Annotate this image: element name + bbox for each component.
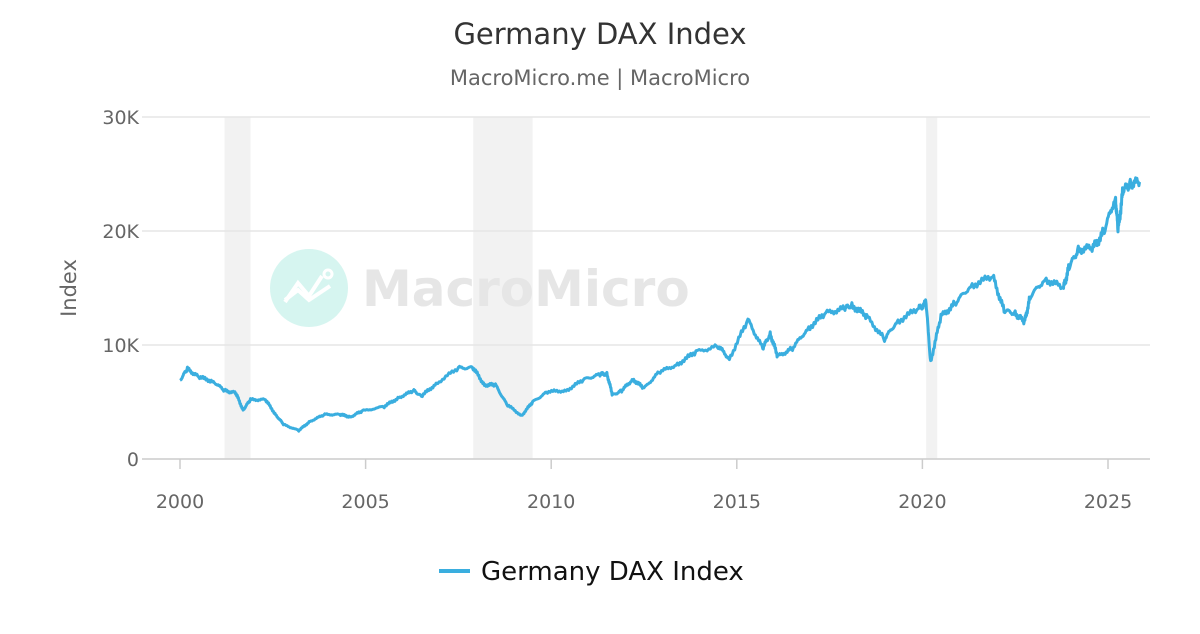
y-tick-label: 30K — [102, 107, 139, 129]
series-line-germany-dax-index — [179, 176, 1142, 433]
shaded-period — [926, 117, 938, 459]
shaded-period — [473, 117, 533, 459]
chart-subtitle: MacroMicro.me | MacroMicro — [450, 66, 750, 91]
y-axis-label: Index — [57, 259, 81, 317]
y-tick-label: 0 — [127, 449, 139, 471]
x-tick-label: 2000 — [156, 491, 204, 513]
y-tick-label: 10K — [102, 335, 139, 357]
x-tick-label: 2005 — [341, 491, 389, 513]
x-tick-label: 2020 — [898, 491, 946, 513]
legend[interactable]: Germany DAX Index — [439, 557, 744, 587]
y-tick-label: 20K — [102, 221, 139, 243]
legend-label[interactable]: Germany DAX Index — [481, 557, 744, 587]
shaded-period — [224, 117, 251, 459]
chart-title: Germany DAX Index — [453, 17, 746, 51]
svg-text:MacroMicro: MacroMicro — [362, 260, 690, 318]
watermark-logo: MacroMicro — [270, 249, 690, 327]
x-tick-label: 2015 — [713, 491, 761, 513]
x-tick-label: 2025 — [1084, 491, 1132, 513]
x-tick-label: 2010 — [527, 491, 575, 513]
